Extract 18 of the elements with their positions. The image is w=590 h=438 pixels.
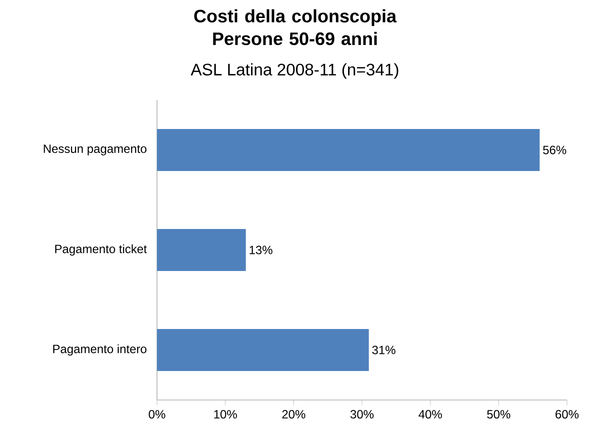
data-label: 56%	[543, 146, 566, 154]
bar	[157, 328, 369, 371]
x-tick-label: 10%	[214, 410, 237, 419]
chart-title: Costi della colonscopia Persone 50-69 anni	[194, 9, 397, 46]
x-tick-label: 20%	[282, 410, 306, 419]
x-tick-label: 0%	[148, 410, 166, 419]
x-tick-label: 60%	[556, 410, 579, 419]
bar	[157, 228, 246, 271]
data-label: 13%	[250, 246, 272, 254]
y-tick-label: Pagamento intero	[53, 344, 146, 356]
bar	[157, 128, 540, 171]
chart-subtitle: ASL Latina 2008-11 (n=341)	[190, 63, 398, 79]
x-tick-label: 30%	[350, 410, 374, 419]
x-tick-label: 40%	[418, 410, 442, 419]
data-label: 31%	[372, 346, 396, 354]
x-tick-label: 50%	[487, 410, 510, 419]
y-tick-label: Nessun pagamento	[44, 144, 146, 156]
y-tick-label: Pagamento ticket	[55, 244, 147, 256]
